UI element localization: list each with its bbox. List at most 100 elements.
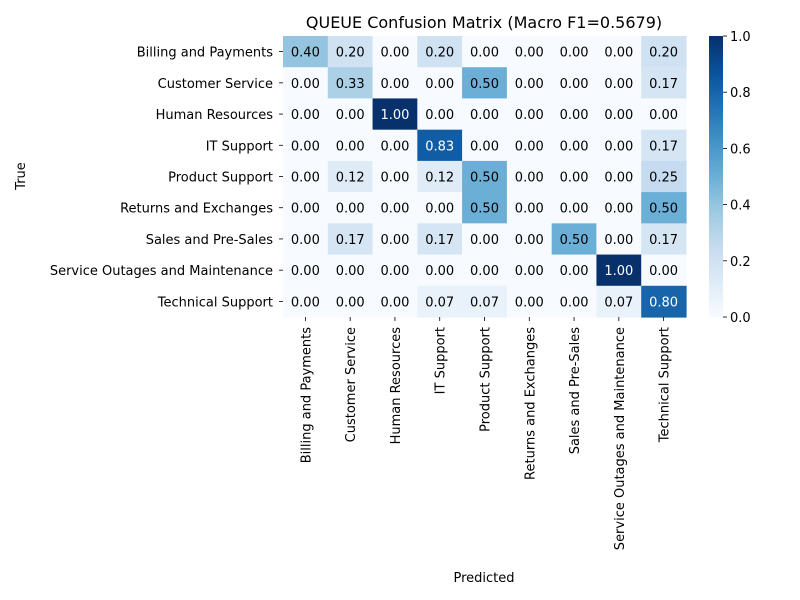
heatmap-cell [551,36,598,68]
x-tick-label: Product Support [479,327,494,432]
heatmap-cell [283,67,329,100]
colorbar-tick-label: 0.2 [730,255,751,270]
cell-value-label: 0.00 [470,139,499,154]
cell-value-label: 0.00 [515,171,544,186]
heatmap-cell [641,285,687,318]
heatmap-cell [283,285,329,318]
chart-title: QUEUE Confusion Matrix (Macro F1=0.5679) [306,13,662,32]
cell-value-label: 0.00 [515,77,544,92]
cell-value-label: 0.00 [515,108,544,123]
heatmap-cell [417,36,463,68]
cell-value-label: 0.00 [380,233,409,248]
heatmap-cell [641,160,687,193]
y-tick-label: Sales and Pre-Sales [146,233,274,248]
y-tick-label: Human Resources [156,108,274,123]
x-tick-label: IT Support [434,327,449,394]
cell-value-label: 0.00 [380,202,409,217]
cell-value-label: 0.17 [649,77,678,92]
cell-value-label: 0.40 [291,46,320,61]
y-axis-ticks: Billing and Payments Customer Service Huma… [50,46,283,310]
y-tick-label: Product Support [168,171,273,186]
heatmap-cell [417,192,463,224]
heatmap-cell [506,254,553,287]
cell-value-label: 0.00 [291,171,320,186]
cell-value-label: 0.00 [604,139,633,154]
cell-value-label: 0.00 [336,295,365,310]
colorbar-gradient [709,36,723,317]
heatmap-cell [327,67,374,100]
heatmap-cell [551,98,598,131]
x-tick-label: Billing and Payments [299,327,314,463]
cell-value-label: 0.00 [336,202,365,217]
cell-value-label: 0.17 [336,233,365,248]
cell-value-label: 0.50 [560,233,589,248]
heatmap-cell [283,36,329,68]
heatmap-cell [462,285,508,318]
cell-value-label: 0.00 [604,108,633,123]
heatmap-cell-labels: 0.40 0.20 0.00 0.20 0.00 0.00 0.00 0.00 0.20 0.00… [291,46,678,311]
cell-value-label: 0.00 [470,233,499,248]
heatmap-cell [372,67,418,100]
y-tick-label: Returns and Exchanges [120,202,273,217]
heatmap-cell [417,67,463,100]
y-tick-label: IT Support [206,139,273,154]
heatmap-cell [372,36,418,68]
cell-value-label: 0.20 [336,46,365,61]
y-tick-label: Billing and Payments [137,46,273,61]
cell-value-label: 0.00 [425,108,454,123]
heatmap-cell [596,36,642,68]
cell-value-label: 0.00 [380,46,409,61]
heatmap-cell [327,223,374,256]
cell-value-label: 0.07 [604,295,633,310]
x-tick-label: Sales and Pre-Sales [568,327,583,455]
cell-value-label: 0.50 [470,77,499,92]
cell-value-label: 0.00 [560,295,589,310]
x-tick-label: Returns and Exchanges [523,327,538,480]
heatmap-cell [372,98,418,131]
cell-value-label: 0.00 [560,139,589,154]
heatmap-cell [596,98,642,131]
x-tick-label: Service Outages and Maintenance [613,327,628,550]
cell-value-label: 0.00 [380,264,409,279]
heatmap-cell [417,285,463,318]
cell-value-label: 0.12 [425,171,454,186]
heatmap-cell [596,67,642,100]
cell-value-label: 0.00 [560,77,589,92]
cell-value-label: 0.00 [560,264,589,279]
heatmap-cell [596,285,642,318]
heatmap-cell [417,254,463,287]
cell-value-label: 0.00 [380,171,409,186]
y-tick-label: Service Outages and Maintenance [50,264,273,279]
heatmap-cell [372,160,418,193]
cell-value-label: 0.00 [604,46,633,61]
cell-value-label: 0.20 [649,46,678,61]
heatmap-cell [596,160,642,193]
heatmap-cell [462,36,508,68]
colorbar-tick-label: 0.6 [730,142,751,157]
cell-value-label: 1.00 [380,108,409,123]
heatmap-cell [462,192,508,224]
heatmap-cell [641,129,687,162]
cell-value-label: 0.07 [425,295,454,310]
cell-value-label: 0.12 [336,171,365,186]
cell-value-label: 0.00 [380,77,409,92]
y-tick-label: Customer Service [158,77,273,92]
heatmap-cell [327,36,374,68]
cell-value-label: 0.00 [649,108,678,123]
heatmap-cell [372,285,418,318]
heatmap-cell [596,129,642,162]
heatmap-cell [327,192,374,224]
heatmap-cell [551,285,598,318]
cell-value-label: 0.00 [515,139,544,154]
heatmap-cell [506,285,553,318]
heatmap-cell [506,223,553,256]
cell-value-label: 0.00 [291,233,320,248]
heatmap-cell [462,223,508,256]
x-axis-ticks: Billing and Payments Customer Service Huma… [299,317,673,550]
cell-value-label: 0.00 [291,295,320,310]
heatmap-cell [506,192,553,224]
heatmap-cell [506,98,553,131]
heatmap-cell [372,254,418,287]
cell-value-label: 0.00 [649,264,678,279]
heatmap-cell [462,254,508,287]
